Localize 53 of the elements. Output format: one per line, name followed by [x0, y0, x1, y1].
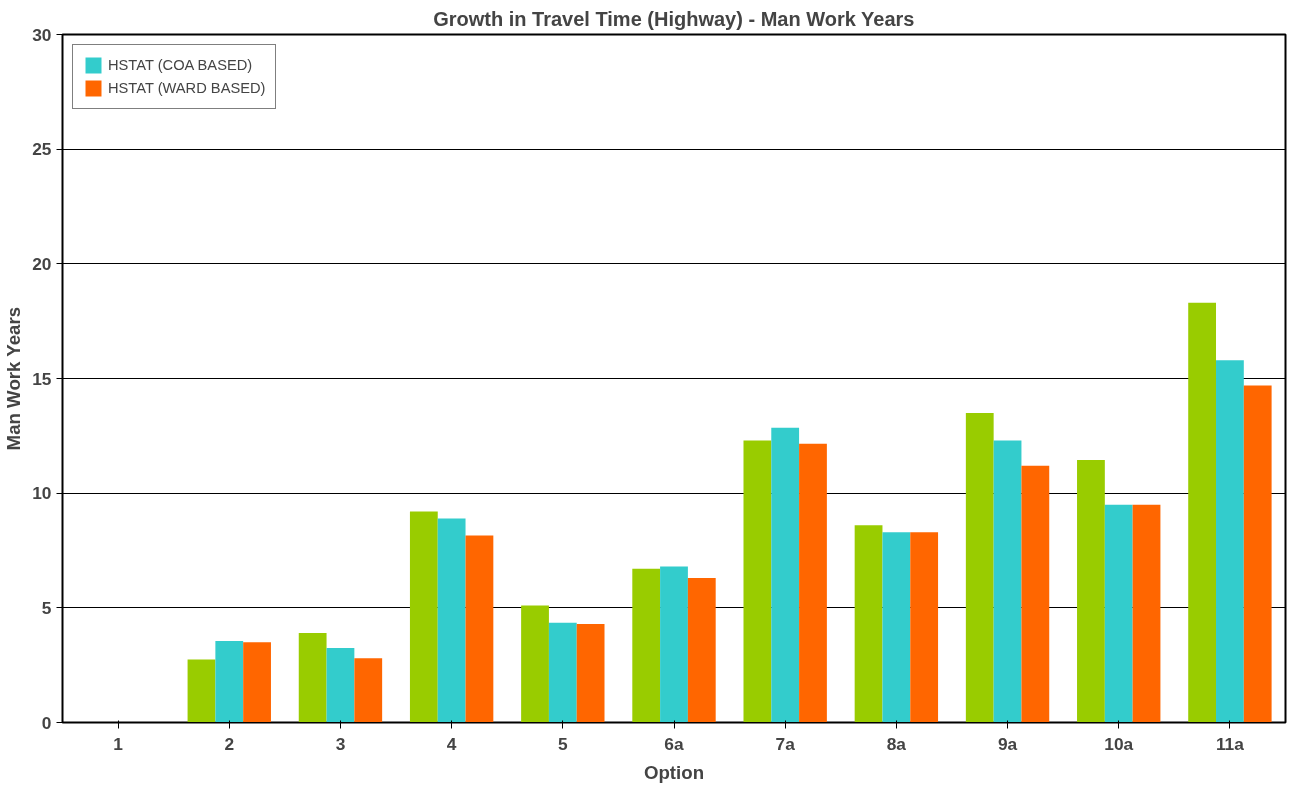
bar: [437, 518, 466, 723]
bar: [1216, 360, 1244, 723]
x-tick-label: 8a: [886, 733, 907, 754]
bar: [215, 641, 244, 723]
bar: [632, 568, 661, 723]
y-tick-label: 10: [32, 483, 52, 504]
bar: [771, 427, 800, 723]
y-tick-label: 15: [32, 368, 52, 389]
x-tick-label: 6a: [664, 733, 684, 754]
y-tick-label: 5: [41, 597, 52, 618]
bar: [687, 578, 716, 723]
chart-title: Growth in Travel Time (Highway) - Man Work Years: [433, 7, 915, 30]
bar: [799, 443, 827, 723]
x-tick-label: 1: [113, 733, 124, 754]
x-tick-label: 11a: [1215, 733, 1245, 754]
bar: [243, 642, 271, 723]
bar: [1021, 465, 1050, 723]
x-tick-label: 10a: [1104, 733, 1134, 754]
bar: [187, 659, 216, 723]
y-tick-label: 25: [32, 139, 52, 160]
x-tick-label: 4: [446, 733, 457, 754]
bar: [465, 535, 494, 723]
bar: [576, 623, 605, 723]
bar: [521, 605, 549, 723]
bar: [1243, 385, 1272, 723]
bar: [993, 440, 1022, 723]
y-tick-label: 20: [32, 253, 52, 274]
bar: [409, 511, 438, 723]
bar: [882, 532, 911, 723]
bar: [548, 622, 577, 723]
bar: [910, 532, 939, 723]
x-axis-title: Option: [643, 761, 705, 783]
bar: [354, 658, 383, 723]
x-tick-label: 9a: [997, 733, 1018, 754]
bar: [1188, 302, 1217, 723]
legend-label: HSTAT (COA BASED): [108, 57, 253, 73]
bar: [743, 440, 772, 723]
bar: [298, 633, 327, 723]
x-tick-label: 5: [558, 733, 568, 754]
x-tick-label: 7a: [775, 733, 796, 754]
bar: [326, 647, 355, 723]
x-tick-label: 3: [335, 733, 346, 754]
x-tick-label: 2: [224, 733, 235, 754]
bar: [660, 566, 688, 723]
bar: [1077, 459, 1105, 723]
legend-label: HSTAT (WARD BASED): [108, 80, 266, 96]
bar: [1104, 504, 1133, 723]
y-axis-title: Man Work Years: [3, 306, 25, 451]
y-tick-label: 30: [32, 24, 52, 45]
bar: [1132, 504, 1161, 723]
bar: [854, 525, 883, 723]
y-tick-label: 0: [41, 712, 52, 733]
bar: [965, 412, 994, 723]
